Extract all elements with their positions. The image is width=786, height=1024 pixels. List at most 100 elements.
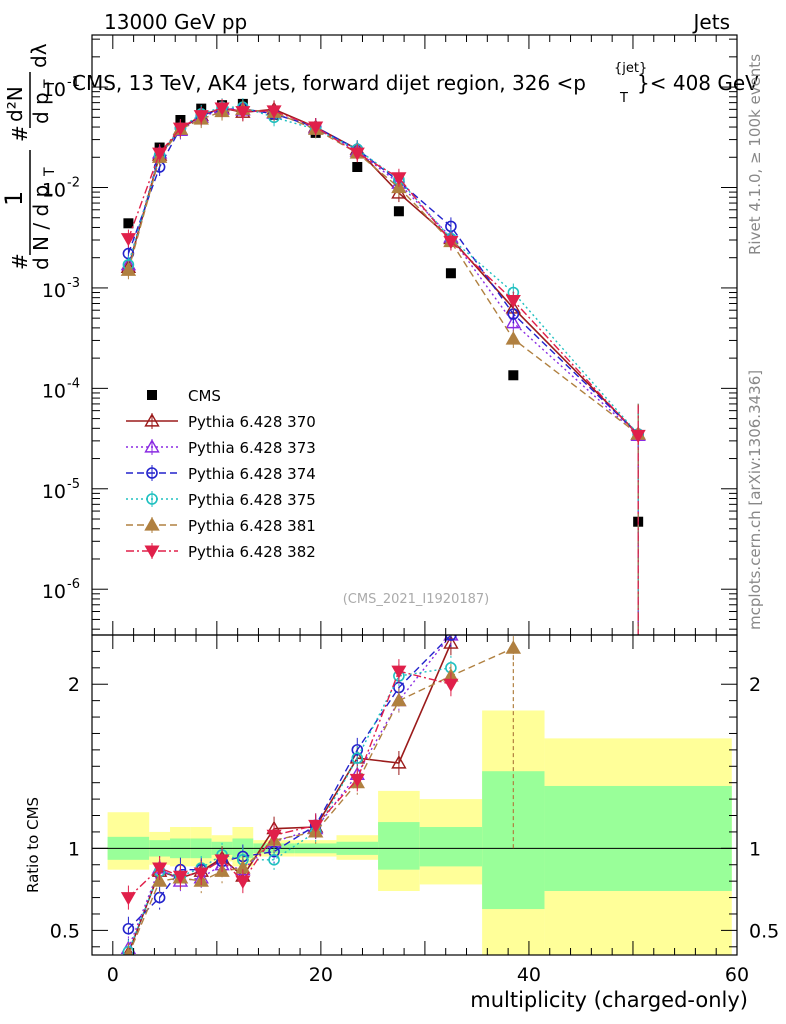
ylabel-den-c: dλ [27, 43, 51, 68]
ratio-y-tick-label: 0.5 [50, 920, 80, 942]
y-tick-base: 10 [42, 280, 66, 302]
ratio-point [391, 692, 407, 707]
ratio-point [193, 867, 209, 881]
inner-band [544, 785, 732, 891]
ylabel-hash-a: # [8, 253, 32, 270]
legend-label: Pythia 6.428 382 [188, 543, 316, 561]
xlabel: multiplicity (charged-only) [470, 988, 748, 1012]
x-tick-label: 0 [107, 964, 119, 986]
plot-title: CMS, 13 TeV, AK4 jets, forward dijet reg… [72, 61, 759, 106]
y-tick-base: 10 [42, 180, 66, 202]
ratio-y-tick-label-right: 1 [749, 838, 761, 860]
data-point [172, 122, 188, 136]
ylabel-sub-b: T [42, 79, 58, 89]
legend-entry: Pythia 6.428 375 [126, 491, 316, 509]
energy-label: 13000 GeV pp [104, 10, 247, 34]
ratio-y-tick-label: 2 [68, 674, 80, 696]
analysis-id: (CMS_2021_I1920187) [343, 592, 490, 607]
title-subscript: T [619, 91, 628, 106]
y-tick-exp: -3 [67, 276, 80, 291]
data-point [508, 370, 519, 381]
inner-band [378, 822, 420, 870]
legend-marker [146, 467, 158, 479]
data-point [152, 147, 168, 161]
data-point [443, 236, 459, 250]
ylabel-num-b: d²N [3, 86, 27, 122]
ylabel-hash-b: # [8, 125, 32, 142]
legend-label: CMS [188, 387, 221, 405]
data-point [505, 314, 522, 329]
y-tick-base: 10 [42, 380, 66, 402]
title-end: }< 408 GeV [637, 71, 759, 95]
y-tick-base: 10 [42, 581, 66, 603]
ylabel-den-a: d N / d p [29, 185, 53, 270]
ratio-point [443, 678, 459, 692]
data-point [445, 268, 456, 279]
ratio-point [122, 945, 134, 955]
uncertainty-bands [107, 710, 732, 955]
legend-label: Pythia 6.428 381 [188, 517, 316, 535]
data-point [391, 172, 407, 186]
legend-label: Pythia 6.428 370 [188, 413, 316, 431]
ratio-point [151, 873, 168, 887]
series-line [127, 107, 639, 435]
ratio-point [268, 854, 280, 866]
y-tick-label: 10 -2 [42, 176, 80, 202]
y-tick-exp: -4 [67, 376, 80, 391]
ratio-point [214, 854, 230, 868]
legend-label: Pythia 6.428 375 [188, 491, 316, 509]
series-pythia-6-428-382 [120, 98, 646, 635]
series-line [127, 106, 639, 435]
inner-band [419, 827, 483, 867]
data-point [393, 206, 404, 217]
y-tick-label: 10 -5 [42, 477, 80, 503]
legend-entry: CMS [147, 387, 221, 405]
ratio-y-tick-label-right: 0.5 [749, 920, 779, 942]
ratio-point [391, 755, 407, 769]
ratio-series [92, 635, 737, 955]
y-tick-exp: -1 [67, 75, 80, 90]
ratio-point [443, 635, 459, 649]
legend-marker [147, 390, 157, 400]
data-point [505, 295, 521, 309]
ratio-y-tick-label-right: 2 [749, 674, 761, 696]
ratio-point [391, 665, 407, 679]
mcplots-label: mcplots.cern.ch [arXiv:1306.3436] [746, 370, 764, 630]
ratio-line [127, 647, 514, 955]
ratio-point [122, 922, 135, 935]
ratio-point [235, 875, 251, 889]
ratio-point [266, 829, 282, 843]
y-tick-label: 10 -1 [42, 75, 80, 101]
data-point [349, 147, 365, 161]
main-ylabel: # 1 d N / d p T # d²N d p T dλ [0, 43, 58, 270]
y-tick-label: 10 -4 [42, 376, 80, 402]
legend-entry: Pythia 6.428 370 [126, 413, 316, 431]
ratio-point [351, 752, 364, 764]
y-tick-base: 10 [42, 481, 66, 503]
legend-entry: Pythia 6.428 381 [126, 517, 316, 535]
ratio-point [505, 640, 522, 654]
y-tick-label: 10 -6 [42, 577, 80, 603]
legend-marker [144, 517, 160, 531]
legend-marker [144, 439, 160, 453]
data-point [266, 105, 282, 119]
ratio-ylabel: Ratio to CMS [24, 797, 42, 893]
ratio-pythia-6-428-381 [123, 636, 522, 955]
ratio-y-tick-label: 1 [68, 838, 80, 860]
legend-entry: Pythia 6.428 382 [126, 543, 316, 561]
ratio-pythia-6-428-382 [120, 659, 459, 910]
legend: CMS Pythia 6.428 370 Pythia 6.428 373 Pythi… [126, 387, 316, 561]
legend-marker [146, 493, 158, 505]
rivet-label: Rivet 4.1.0, ≥ 100k events [746, 54, 764, 255]
title-main: CMS, 13 TeV, AK4 jets, forward dijet reg… [72, 71, 586, 95]
x-tick-label: 40 [517, 964, 541, 986]
series-line [127, 108, 639, 435]
data-point [214, 102, 230, 116]
data-point [193, 110, 209, 124]
legend-entry: Pythia 6.428 374 [126, 465, 316, 483]
y-tick-label: 10 -3 [42, 276, 80, 302]
ylabel-den-b: d p [29, 92, 53, 124]
ratio-point [308, 819, 324, 834]
data-point [120, 233, 136, 247]
